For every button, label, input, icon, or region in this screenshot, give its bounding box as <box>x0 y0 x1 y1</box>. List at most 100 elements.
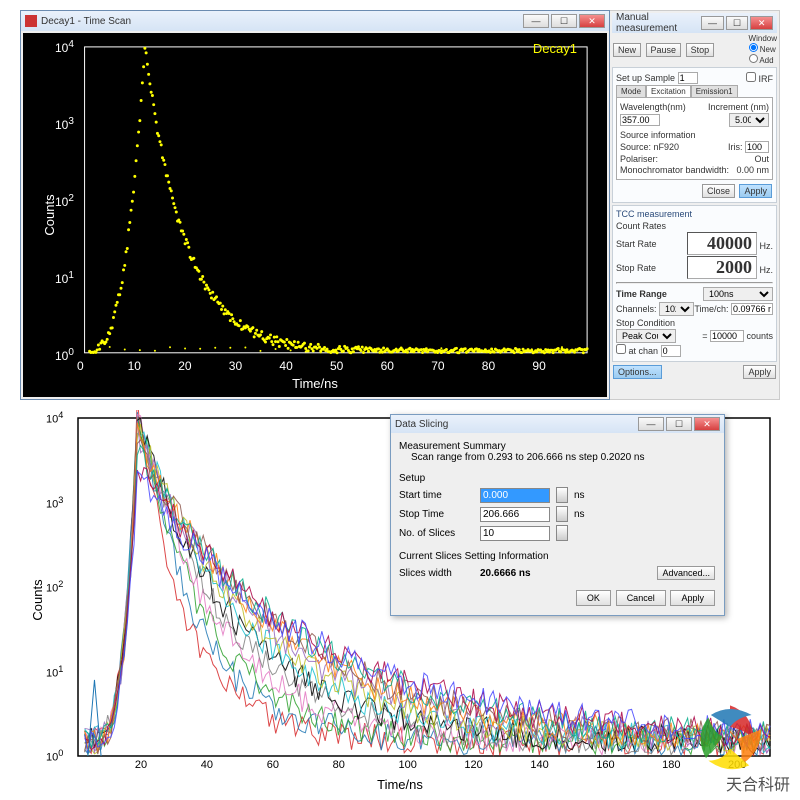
stop-spinner-icon[interactable] <box>556 506 568 522</box>
apply-dialog-button[interactable]: Apply <box>670 590 715 606</box>
wavelength-label: Wavelength(nm) <box>620 102 686 112</box>
window-new-label: New <box>760 45 776 54</box>
stop-button[interactable]: Stop <box>686 43 715 57</box>
dialog-maximize-icon[interactable]: ☐ <box>666 417 692 431</box>
setup-label: Setup <box>399 473 716 484</box>
top-xtick: 40 <box>279 359 292 373</box>
panel-close-icon[interactable]: ✕ <box>750 16 773 30</box>
bottom-xtick: 160 <box>596 759 614 771</box>
bottom-xtick: 80 <box>333 759 345 771</box>
panel-restore-icon[interactable]: ☐ <box>726 16 749 30</box>
stop-cond-select[interactable]: Peak Counts <box>616 329 676 343</box>
data-slicing-dialog[interactable]: Data Slicing — ☐ ✕ Measurement Summary S… <box>390 414 725 616</box>
window-add-radio[interactable] <box>749 54 758 63</box>
top-ytick: 101 <box>55 270 74 286</box>
channels-select[interactable]: 1024 <box>659 302 694 316</box>
options-button[interactable]: Options... <box>613 365 662 379</box>
irf-label: IRF <box>759 74 774 84</box>
stop-rate-lbl: Stop Rate <box>616 263 656 273</box>
decay-plot-svg <box>23 33 607 397</box>
polariser-lbl: Polariser: <box>620 154 658 164</box>
top-ytick: 100 <box>55 347 74 363</box>
window-title: Decay1 - Time Scan <box>41 16 131 27</box>
start-time-input[interactable] <box>480 488 550 503</box>
start-rate-lbl: Start Rate <box>616 239 657 249</box>
close-button[interactable]: ✕ <box>579 14 605 28</box>
apply-setup-button[interactable]: Apply <box>739 184 772 198</box>
at-chan-input[interactable] <box>661 345 681 357</box>
bottom-xtick: 100 <box>399 759 417 771</box>
wavelength-input[interactable] <box>620 114 660 126</box>
top-xtick: 90 <box>532 359 545 373</box>
advanced-button[interactable]: Advanced... <box>657 566 715 580</box>
stop-cond-value-input[interactable] <box>710 330 744 342</box>
polariser-val: Out <box>754 154 769 164</box>
tab-emission[interactable]: Emission1 <box>691 85 738 97</box>
tcc-title: TCC measurement <box>616 209 773 219</box>
dialog-minimize-icon[interactable]: — <box>638 417 664 431</box>
cancel-button[interactable]: Cancel <box>616 590 666 606</box>
summary-label: Measurement Summary <box>399 441 716 452</box>
panel-minimize-icon[interactable]: — <box>701 16 724 30</box>
top-xtick: 0 <box>77 359 84 373</box>
num-slices-input[interactable] <box>480 526 550 541</box>
bottom-xtick: 200 <box>728 759 746 771</box>
bottom-xtick: 120 <box>464 759 482 771</box>
pause-button[interactable]: Pause <box>646 43 682 57</box>
iris-lbl: Iris: <box>728 142 743 152</box>
bottom-ytick: 104 <box>46 410 63 426</box>
time-range-select[interactable]: 100ns <box>703 287 773 301</box>
stop-time-input[interactable] <box>480 507 550 522</box>
stop-time-lbl: Stop Time <box>399 509 474 520</box>
sample-input[interactable] <box>678 72 698 84</box>
irf-checkbox[interactable] <box>746 72 756 82</box>
start-spinner-icon[interactable] <box>556 487 568 503</box>
start-rate-value: 40000 <box>687 232 757 255</box>
slices-spinner-icon[interactable] <box>556 525 568 541</box>
minimize-button[interactable]: — <box>523 14 549 28</box>
at-chan-checkbox[interactable] <box>616 344 626 354</box>
increment-select[interactable]: 5.00 <box>729 113 769 127</box>
top-chart-legend: Decay1 <box>533 41 577 56</box>
bottom-ytick: 103 <box>46 495 63 511</box>
top-xtick: 70 <box>431 359 444 373</box>
source-info-label: Source information <box>620 130 769 140</box>
chart-titlebar[interactable]: Decay1 - Time Scan — ☐ ✕ <box>21 11 609 31</box>
ok-button[interactable]: OK <box>576 590 611 606</box>
top-ytick: 103 <box>55 116 74 132</box>
decay-chart-window: Decay1 - Time Scan — ☐ ✕ Counts Time/ns … <box>20 10 610 400</box>
top-x-axis-label: Time/ns <box>292 376 338 391</box>
close-setup-button[interactable]: Close <box>702 184 735 198</box>
tab-excitation[interactable]: Excitation <box>646 85 691 97</box>
start-time-lbl: Start time <box>399 490 474 501</box>
top-application: Decay1 - Time Scan — ☐ ✕ Counts Time/ns … <box>20 10 780 400</box>
stop-rate-value: 2000 <box>687 256 757 279</box>
window-new-radio[interactable] <box>749 43 758 52</box>
multi-decay-chart: Counts Time/ns 1001011021031042040608010… <box>20 410 780 790</box>
dialog-close-icon[interactable]: ✕ <box>694 417 720 431</box>
top-xtick: 80 <box>482 359 495 373</box>
count-rates-label: Count Rates <box>616 221 773 231</box>
stop-unit: Hz. <box>760 265 774 275</box>
iris-input[interactable] <box>745 141 769 153</box>
timech-input[interactable] <box>731 303 773 315</box>
bottom-xtick: 180 <box>662 759 680 771</box>
top-xtick: 10 <box>128 359 141 373</box>
stop-cond-lbl: Stop Condition <box>616 318 773 328</box>
maximize-button[interactable]: ☐ <box>551 14 577 28</box>
panel-titlebar[interactable]: Manual measurement — ☐ ✕ <box>612 13 777 33</box>
timech-lbl: Time/ch: <box>694 304 728 314</box>
window-mode-label: Window <box>749 34 777 43</box>
bottom-ytick: 100 <box>46 748 63 764</box>
new-button[interactable]: New <box>613 43 641 57</box>
dialog-titlebar[interactable]: Data Slicing — ☐ ✕ <box>391 415 724 433</box>
bottom-ytick: 101 <box>46 664 63 680</box>
bottom-xtick: 140 <box>530 759 548 771</box>
apply-tcc-button[interactable]: Apply <box>743 365 776 379</box>
summary-text: Scan range from 0.293 to 206.666 ns step… <box>399 452 716 463</box>
bottom-xtick: 60 <box>267 759 279 771</box>
tab-mode[interactable]: Mode <box>616 85 646 97</box>
current-info-label: Current Slices Setting Information <box>399 551 716 562</box>
source-lbl: Source: <box>620 142 651 152</box>
app-icon <box>25 15 37 27</box>
